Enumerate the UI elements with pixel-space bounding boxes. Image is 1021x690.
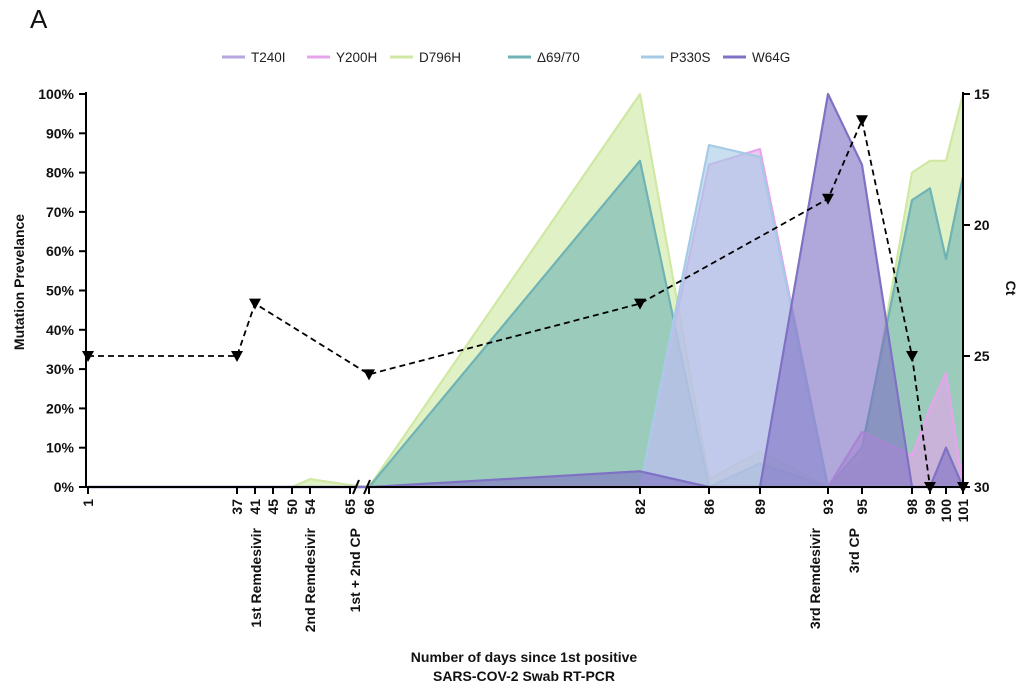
ct-marker: [634, 298, 646, 310]
x-tick-label: 100: [938, 499, 954, 523]
legend-label: W64G: [752, 50, 790, 65]
event-label: 2nd Remdesivir: [302, 527, 318, 632]
y-tick-label: 60%: [46, 243, 75, 259]
y-tick-label: 70%: [46, 204, 75, 220]
legend-label: Y200H: [336, 50, 377, 65]
y2-tick-label: 15: [974, 86, 990, 102]
axis-break-mark: [352, 479, 360, 495]
legend-label: T240I: [251, 50, 286, 65]
x-tick-label: 50: [284, 499, 300, 515]
x-tick-label: 41: [247, 499, 263, 515]
x-tick-label: 45: [265, 499, 281, 515]
area-series: [88, 92, 965, 489]
y2-tick-label: 25: [974, 348, 990, 364]
x-tick-label: 54: [302, 499, 318, 515]
axis-break-mark: [363, 479, 371, 495]
event-label: 3rd CP: [846, 528, 862, 573]
x-tick-label: 65: [342, 499, 358, 515]
x-tick-label: 99: [922, 499, 938, 515]
y-tick-label: 80%: [46, 165, 75, 181]
x-tick-label: 37: [229, 499, 245, 515]
x-axis-title-line2: SARS-COV-2 Swab RT-PCR: [433, 668, 615, 684]
y-axis-title: Mutation Prevelance: [11, 214, 27, 350]
legend-label: P330S: [670, 50, 711, 65]
area-4: [88, 145, 963, 487]
y-tick-label: 100%: [38, 86, 74, 102]
x-tick-label: 93: [820, 499, 836, 515]
x-tick-label: 89: [752, 499, 768, 515]
ct-marker: [249, 298, 261, 310]
area-0: [88, 94, 963, 487]
y2-tick-label: 30: [974, 479, 990, 495]
event-label: 3rd Remdesivir: [807, 527, 823, 629]
ct-marker: [363, 369, 375, 381]
legend-label: Δ69/70: [537, 50, 580, 65]
ct-marker: [856, 115, 868, 127]
x-tick-label: 98: [904, 499, 920, 515]
y-tick-label: 10%: [46, 440, 75, 456]
x-tick-label: 1: [80, 499, 96, 507]
x-axis-title-line1: Number of days since 1st positive: [411, 649, 638, 665]
axes: 0% 10% 20% 30% 40% 50% 60% 70% 80% 90% 100% 15 20 25 3…: [38, 86, 990, 632]
x-tick-label: 101: [955, 499, 971, 523]
y-tick-label: 20%: [46, 400, 75, 416]
ct-marker: [906, 351, 918, 362]
y2-axis-title: Ct: [1003, 281, 1019, 296]
y-tick-label: 40%: [46, 322, 75, 338]
area-5: [88, 94, 963, 487]
legend-label: D796H: [419, 50, 461, 65]
event-label: 1st Remdesivir: [248, 527, 264, 627]
y-tick-label: 0%: [54, 479, 75, 495]
x-tick-label: 86: [701, 499, 717, 515]
ct-marker: [231, 351, 243, 362]
y-tick-label: 30%: [46, 361, 75, 377]
panel-label: A: [30, 4, 48, 34]
x-tick-label: 82: [632, 499, 648, 515]
y-tick-label: 50%: [46, 283, 75, 299]
x-tick-label: 95: [854, 499, 870, 515]
y2-tick-label: 20: [974, 217, 990, 233]
event-label: 1st + 2nd CP: [347, 528, 363, 612]
area-1: [88, 160, 963, 487]
x-tick-label: 66: [361, 499, 377, 515]
y-tick-label: 90%: [46, 125, 75, 141]
legend: T240I Y200H D796H Δ69/70 P330S W64G: [222, 50, 790, 65]
ct-marker: [822, 193, 834, 205]
